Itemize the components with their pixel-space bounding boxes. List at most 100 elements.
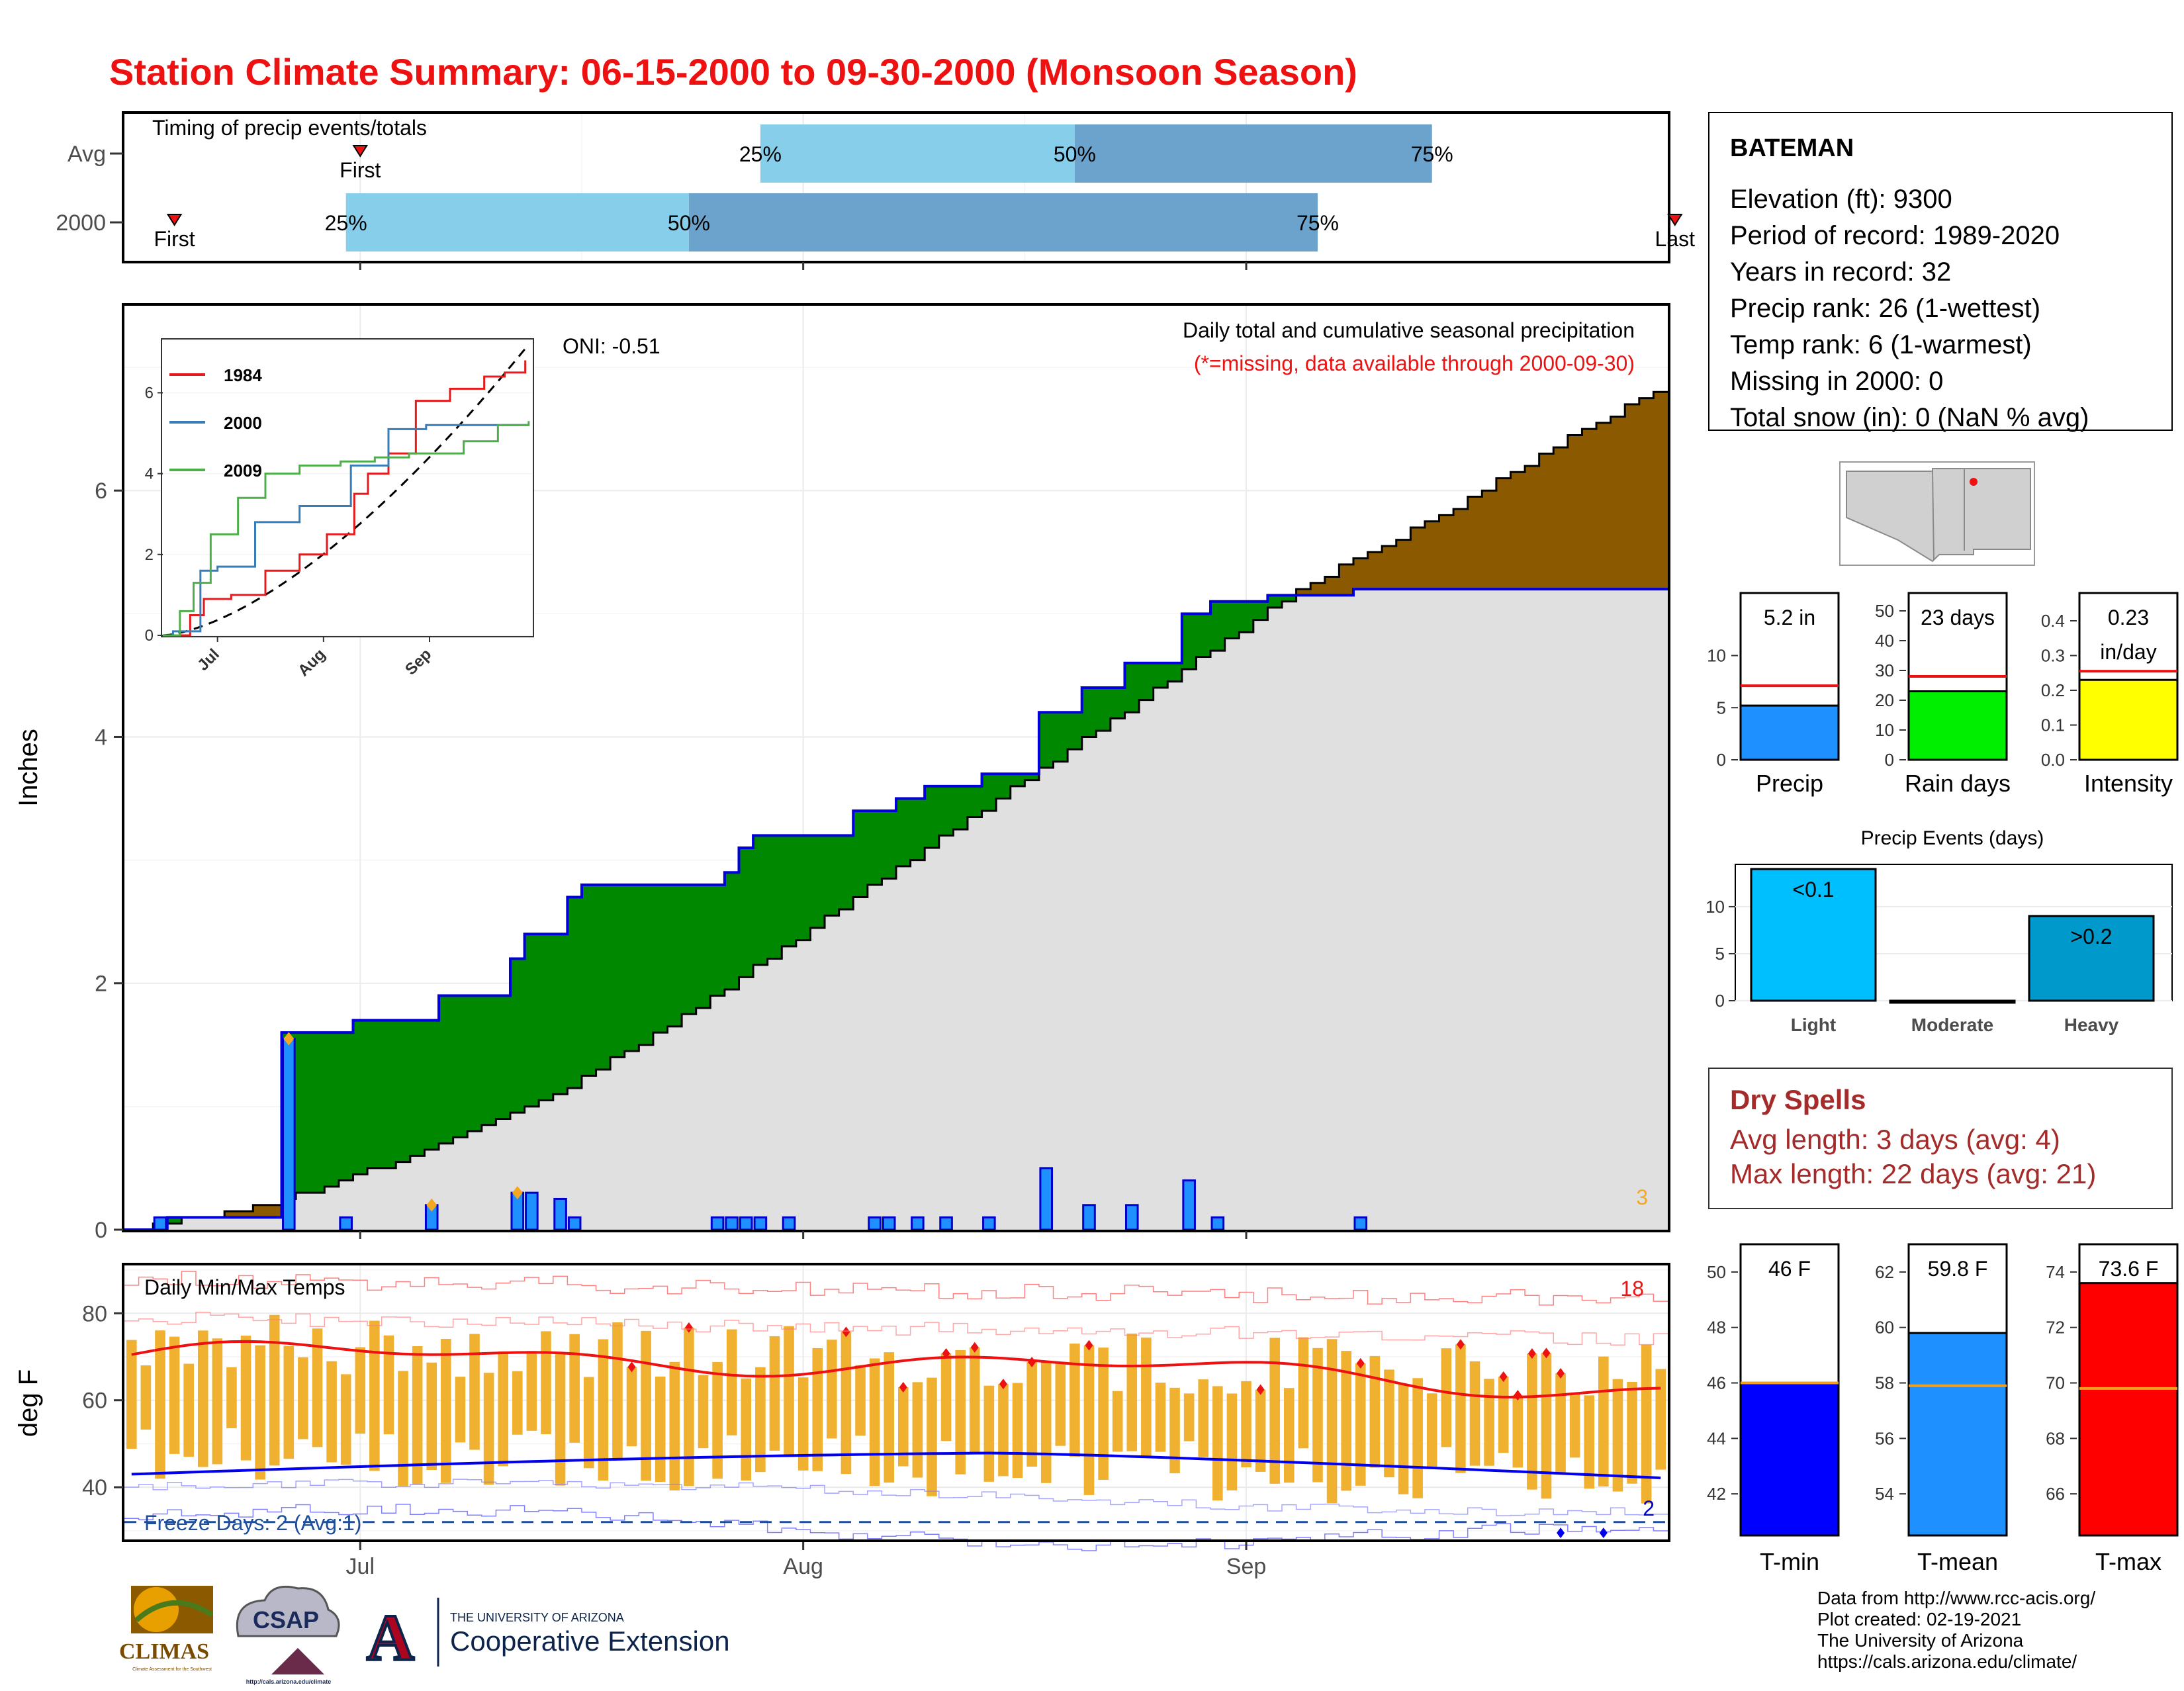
precip-deficit-area xyxy=(1482,490,1497,590)
temp-y-ticks: 40 60 80 xyxy=(82,1301,123,1500)
daily-temp-bar xyxy=(1569,1394,1580,1458)
precip-surplus-area xyxy=(481,995,496,1125)
temp-x-tick-label: Jul xyxy=(346,1554,375,1579)
daily-temp-bar xyxy=(583,1377,594,1469)
inset-lines xyxy=(162,347,532,637)
daily-temp-bar xyxy=(541,1331,551,1434)
precip-surplus-area xyxy=(1167,663,1183,682)
temp-x-tick-label: Aug xyxy=(783,1554,823,1579)
precip-surplus-area xyxy=(639,884,654,1045)
daily-precip-bar xyxy=(1182,1179,1196,1231)
inset-frame xyxy=(161,338,534,637)
timing-bar-q50-q75 xyxy=(1074,124,1432,183)
daily-temp-bar xyxy=(1169,1387,1180,1474)
daily-temp-bar xyxy=(1484,1379,1494,1466)
timing-q50-label: 50% xyxy=(668,211,710,235)
precip-panel-border xyxy=(122,303,1670,1232)
precip-surplus-area xyxy=(739,847,754,978)
precip-surplus-area xyxy=(753,835,768,965)
daily-temp-bar xyxy=(183,1363,194,1457)
daily-temp-bar xyxy=(655,1376,666,1483)
daily-temp-bar xyxy=(1469,1361,1480,1466)
precip-surplus-area xyxy=(1010,774,1025,786)
dry-spells-frame xyxy=(1708,1068,2173,1209)
precip-deficit-area xyxy=(1382,545,1397,590)
precip-surplus-area xyxy=(667,884,682,1027)
ua-logo-mark: A xyxy=(367,1601,414,1674)
precip-deficit-area xyxy=(1424,521,1440,590)
daily-precip-bar xyxy=(939,1216,953,1231)
temp-bar-y-tick-label: 44 xyxy=(1707,1428,1726,1448)
precip-surplus-area xyxy=(1210,601,1226,651)
temp-bar-value xyxy=(2078,1282,2179,1537)
daily-temp-bar xyxy=(1369,1355,1381,1468)
daily-temp-bar xyxy=(1426,1393,1437,1469)
inset-line-1984 xyxy=(163,360,527,637)
summary-bar-y-tick-label: 0.1 xyxy=(2041,715,2065,735)
footer-line-2: Plot created: 02-19-2021 xyxy=(1817,1609,2021,1629)
daily-temp-bar xyxy=(1083,1345,1095,1495)
footer-line-4: https://cals.arizona.edu/climate/ xyxy=(1817,1651,2077,1672)
daily-temp-bar xyxy=(827,1340,837,1439)
precip-deficit-area xyxy=(1596,422,1612,590)
temp-label: Daily Min/Max Temps xyxy=(144,1275,345,1299)
daily-temp-bar xyxy=(1141,1337,1152,1458)
precip-deficit-area xyxy=(1539,453,1554,590)
precip-deficit-area xyxy=(1353,558,1369,590)
precip-deficit-area xyxy=(1367,552,1383,590)
precip-surplus-area xyxy=(996,774,1011,799)
daily-temp-bar xyxy=(1298,1337,1309,1449)
record-high-marker xyxy=(1456,1339,1465,1350)
precip-surplus-area xyxy=(896,798,911,866)
precip-events: Precip Events (days) 0 5 10 <0.1 Light Modera… xyxy=(1706,827,2173,1035)
daily-temp-bar xyxy=(1069,1344,1080,1457)
precip-deficit-area xyxy=(267,1205,283,1218)
daily-precip-bar xyxy=(339,1216,353,1231)
temp-bar-value xyxy=(1907,1332,2008,1537)
precip-surplus-area xyxy=(1181,614,1197,670)
events-y-tick-label: 0 xyxy=(1715,991,1725,1011)
inset-legend-label: 2000 xyxy=(224,413,262,433)
inset-y-tick-label: 6 xyxy=(145,384,154,402)
precip-surplus-area xyxy=(324,1032,340,1187)
daily-temp-bar xyxy=(226,1367,237,1428)
daily-temp-bar xyxy=(741,1378,752,1481)
daily-temp-bar xyxy=(355,1347,366,1434)
summary-bar-value xyxy=(2078,678,2179,761)
daily-temp-bar xyxy=(240,1336,251,1461)
page-title: Station Climate Summary: 06-15-2000 to 0… xyxy=(109,51,1357,93)
daily-temp-bar xyxy=(326,1361,337,1463)
daily-temp-bar xyxy=(312,1328,323,1447)
station-info-line: Precip rank: 26 (1-wettest) xyxy=(1730,294,2040,323)
precip-surplus-area xyxy=(424,1020,439,1150)
daily-temp-bar xyxy=(1098,1348,1109,1480)
daily-temp-bar xyxy=(869,1358,880,1486)
timing-bar-q25-q50 xyxy=(345,193,689,251)
daily-temp-bar xyxy=(784,1326,794,1457)
temp-bar-y-tick-label: 66 xyxy=(2046,1484,2065,1504)
daily-temp-bar xyxy=(1183,1393,1195,1441)
temp-bar-y-tick-label: 56 xyxy=(1875,1428,1894,1448)
temp-summary-bars: 46 F 42 44 46 48 50 T-min 59.8 F 54 56 58 60 62 T-mea… xyxy=(1707,1243,2179,1575)
record-high-marker xyxy=(842,1326,850,1338)
inset-legend-label: 2009 xyxy=(224,461,262,480)
precip-deficit-area xyxy=(1339,564,1354,596)
temp-y-tick-label: 60 xyxy=(82,1389,107,1414)
daily-precip-bar xyxy=(567,1216,582,1231)
precip-surplus-area xyxy=(796,835,811,940)
daily-temp-bar xyxy=(998,1384,1009,1477)
daily-temp-bar xyxy=(1326,1339,1338,1504)
precip-surplus-area xyxy=(1081,688,1097,737)
timing-last-marker xyxy=(1666,214,1683,226)
summary-bar-y-tick-label: 40 xyxy=(1875,631,1894,651)
daily-temp-bar xyxy=(155,1330,165,1479)
precip-deficit-area xyxy=(1625,404,1640,590)
temp-bar-y-tick-label: 68 xyxy=(2046,1428,2065,1448)
daily-temp-bar xyxy=(555,1352,566,1486)
daily-temp-bar xyxy=(1355,1363,1366,1486)
precip-surplus-area xyxy=(710,884,725,996)
precip-surplus-area xyxy=(1282,595,1297,602)
ua-logo: A THE UNIVERSITY OF ARIZONA Cooperative … xyxy=(365,1598,730,1676)
